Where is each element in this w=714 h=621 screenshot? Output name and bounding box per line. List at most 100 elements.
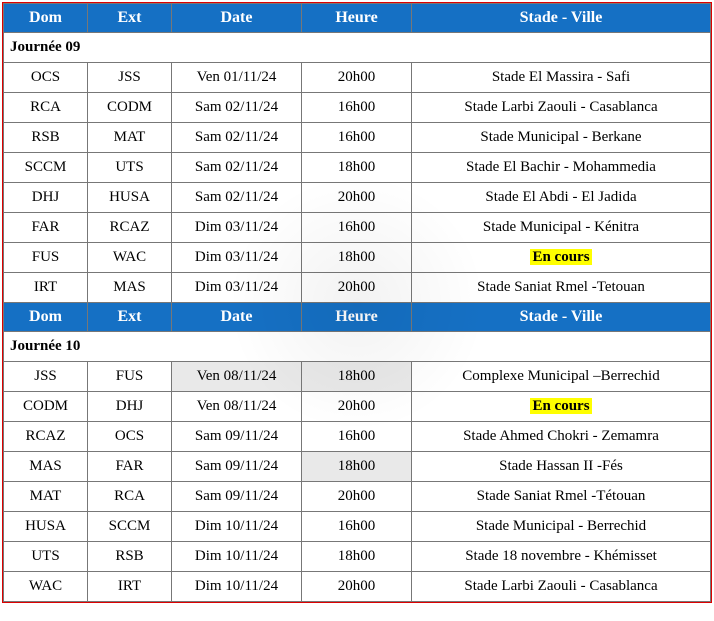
cell-date: Dim 10/11/24: [172, 512, 302, 542]
schedule-container: DomExtDateHeureStade - VilleJournée 09OC…: [2, 2, 712, 603]
cell-heure: 18h00: [302, 243, 412, 273]
cell-stade: Stade Saniat Rmel -Tétouan: [412, 482, 711, 512]
schedule-table: DomExtDateHeureStade - VilleJournée 09OC…: [3, 3, 711, 602]
cell-date: Sam 09/11/24: [172, 422, 302, 452]
cell-dom: IRT: [4, 273, 88, 303]
cell-date: Ven 08/11/24: [172, 392, 302, 422]
cell-dom: SCCM: [4, 153, 88, 183]
match-row: MATRCASam 09/11/2420h00Stade Saniat Rmel…: [4, 482, 711, 512]
cell-stade: Stade El Abdi - El Jadida: [412, 183, 711, 213]
cell-date: Dim 03/11/24: [172, 243, 302, 273]
cell-date: Sam 02/11/24: [172, 93, 302, 123]
cell-date: Sam 09/11/24: [172, 452, 302, 482]
cell-heure: 20h00: [302, 572, 412, 602]
cell-stade: Stade Saniat Rmel -Tetouan: [412, 273, 711, 303]
cell-date: Dim 10/11/24: [172, 542, 302, 572]
cell-ext: MAT: [88, 123, 172, 153]
cell-heure: 18h00: [302, 153, 412, 183]
cell-heure: 16h00: [302, 213, 412, 243]
cell-stade: Stade Larbi Zaouli - Casablanca: [412, 572, 711, 602]
cell-stade: Stade Municipal - Berrechid: [412, 512, 711, 542]
col-header-ext: Ext: [88, 4, 172, 33]
cell-date: Dim 03/11/24: [172, 273, 302, 303]
cell-heure: 20h00: [302, 482, 412, 512]
match-row: RCACODMSam 02/11/2416h00Stade Larbi Zaou…: [4, 93, 711, 123]
cell-stade: Stade Ahmed Chokri - Zemamra: [412, 422, 711, 452]
cell-heure: 16h00: [302, 123, 412, 153]
header-row: DomExtDateHeureStade - Ville: [4, 303, 711, 332]
cell-ext: UTS: [88, 153, 172, 183]
cell-date: Dim 03/11/24: [172, 213, 302, 243]
cell-dom: OCS: [4, 63, 88, 93]
cell-stade: Stade El Bachir - Mohammedia: [412, 153, 711, 183]
match-row: JSSFUSVen 08/11/2418h00Complexe Municipa…: [4, 362, 711, 392]
journee-title: Journée 09: [4, 33, 711, 63]
col-header-heure: Heure: [302, 4, 412, 33]
match-row: OCSJSSVen 01/11/2420h00Stade El Massira …: [4, 63, 711, 93]
match-row: CODMDHJVen 08/11/2420h00En cours: [4, 392, 711, 422]
journee-row: Journée 10: [4, 332, 711, 362]
cell-dom: RCAZ: [4, 422, 88, 452]
cell-ext: MAS: [88, 273, 172, 303]
match-row: FUSWACDim 03/11/2418h00 En cours: [4, 243, 711, 273]
cell-heure: 20h00: [302, 183, 412, 213]
cell-ext: SCCM: [88, 512, 172, 542]
cell-heure: 18h00: [302, 542, 412, 572]
match-row: HUSASCCMDim 10/11/2416h00Stade Municipal…: [4, 512, 711, 542]
cell-date: Sam 09/11/24: [172, 482, 302, 512]
col-header-stade: Stade - Ville: [412, 303, 711, 332]
match-row: UTSRSBDim 10/11/2418h00Stade 18 novembre…: [4, 542, 711, 572]
cell-heure: 18h00: [302, 362, 412, 392]
cell-dom: RCA: [4, 93, 88, 123]
cell-dom: MAT: [4, 482, 88, 512]
cell-ext: WAC: [88, 243, 172, 273]
match-row: MASFARSam 09/11/2418h00Stade Hassan II -…: [4, 452, 711, 482]
cell-heure: 16h00: [302, 422, 412, 452]
match-row: FARRCAZDim 03/11/2416h00Stade Municipal …: [4, 213, 711, 243]
cell-ext: DHJ: [88, 392, 172, 422]
cell-stade: En cours: [412, 392, 711, 422]
cell-date: Ven 01/11/24: [172, 63, 302, 93]
col-header-ext: Ext: [88, 303, 172, 332]
cell-heure: 16h00: [302, 512, 412, 542]
col-header-date: Date: [172, 4, 302, 33]
highlight-badge: En cours: [530, 398, 591, 414]
journee-row: Journée 09: [4, 33, 711, 63]
cell-ext: FUS: [88, 362, 172, 392]
journee-title: Journée 10: [4, 332, 711, 362]
cell-ext: FAR: [88, 452, 172, 482]
match-row: RSBMATSam 02/11/2416h00Stade Municipal -…: [4, 123, 711, 153]
cell-dom: CODM: [4, 392, 88, 422]
col-header-stade: Stade - Ville: [412, 4, 711, 33]
col-header-dom: Dom: [4, 4, 88, 33]
cell-stade: En cours: [412, 243, 711, 273]
cell-dom: WAC: [4, 572, 88, 602]
cell-ext: OCS: [88, 422, 172, 452]
cell-stade: Stade Hassan II -Fés: [412, 452, 711, 482]
cell-stade: Stade Municipal - Kénitra: [412, 213, 711, 243]
cell-dom: DHJ: [4, 183, 88, 213]
cell-dom: HUSA: [4, 512, 88, 542]
cell-heure: 18h00: [302, 452, 412, 482]
cell-dom: JSS: [4, 362, 88, 392]
cell-date: Sam 02/11/24: [172, 183, 302, 213]
cell-stade: Stade Municipal - Berkane: [412, 123, 711, 153]
cell-date: Sam 02/11/24: [172, 153, 302, 183]
cell-stade: Stade Larbi Zaouli - Casablanca: [412, 93, 711, 123]
match-row: WACIRTDim 10/11/2420h00Stade Larbi Zaoul…: [4, 572, 711, 602]
cell-dom: MAS: [4, 452, 88, 482]
cell-ext: RSB: [88, 542, 172, 572]
cell-dom: FUS: [4, 243, 88, 273]
highlight-badge: En cours: [530, 249, 591, 265]
cell-date: Ven 08/11/24: [172, 362, 302, 392]
cell-heure: 20h00: [302, 63, 412, 93]
cell-dom: UTS: [4, 542, 88, 572]
cell-stade: Complexe Municipal –Berrechid: [412, 362, 711, 392]
cell-heure: 16h00: [302, 93, 412, 123]
cell-ext: JSS: [88, 63, 172, 93]
cell-date: Dim 10/11/24: [172, 572, 302, 602]
cell-ext: RCA: [88, 482, 172, 512]
cell-ext: CODM: [88, 93, 172, 123]
cell-ext: IRT: [88, 572, 172, 602]
col-header-dom: Dom: [4, 303, 88, 332]
